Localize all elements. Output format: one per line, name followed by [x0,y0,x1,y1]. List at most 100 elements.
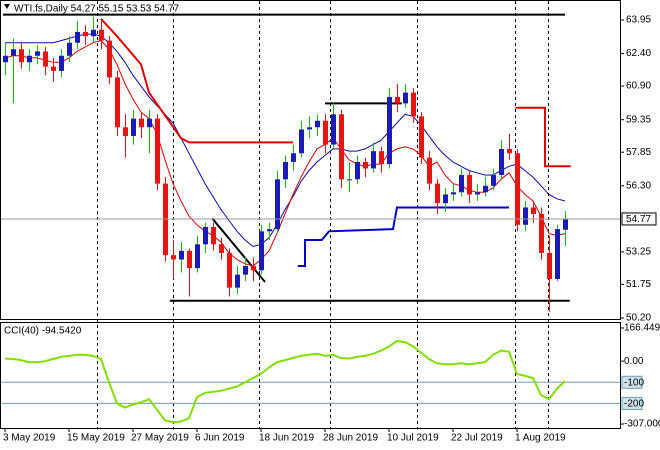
candle-body [123,127,128,136]
candle-body [155,118,160,184]
candle-body [99,29,104,41]
candle-body [243,265,248,275]
chart-title: WTI.fs,Daily 54.27 55.15 53.53 54.77 [14,4,180,15]
candle-body [419,116,424,158]
cci-panel [0,322,621,429]
y-tick-label: 51.75 [626,279,651,290]
candle-body [19,49,24,63]
y-tick-label: 0.00 [624,356,644,367]
level-label: -100 [624,377,644,388]
candle-body [35,51,40,56]
candle-body [355,161,360,180]
candle-body [435,183,440,204]
candle-body [427,157,432,184]
candle-body [59,55,64,71]
candle-body [459,174,464,193]
y-tick-label: 59.35 [626,114,651,125]
candle-body [235,274,240,288]
candle-body [27,55,32,63]
candle-body [211,226,216,245]
candle-body [195,244,200,269]
candle-body [371,151,376,169]
candle-body [11,49,16,56]
candle-body [515,153,520,225]
candle-body [75,31,80,43]
candle-body [499,148,504,175]
candle-body [491,174,496,186]
candle-body [363,161,368,169]
symbol-icon [4,4,10,9]
candle-body [131,118,136,136]
candle-body [67,42,72,56]
candle-body [83,31,88,37]
x-tick-label: 10 Jul 2019 [387,433,439,444]
candle-body [411,92,416,117]
level-label: -200 [624,399,644,410]
price-label: 54.77 [626,214,651,225]
candle-body [259,231,264,271]
y-tick-label: 60.90 [626,81,651,92]
candle-body [179,250,184,260]
candle-body [467,174,472,195]
candle-body [531,207,536,214]
channel-line [100,18,293,144]
candle-body [443,194,448,204]
candle-body [147,118,152,128]
y-tick-label: 62.40 [626,48,651,59]
candle-body [331,114,336,145]
candle-body [283,161,288,180]
candle-body [299,129,304,154]
x-tick-label: 1 Aug 2019 [515,433,566,444]
level-label-box [621,396,643,410]
cci-plot [1,340,620,424]
candle-body [507,148,512,154]
candle-body [251,265,256,271]
cci-line [4,340,566,424]
price-label-box [621,212,657,226]
y-tick-label: 57.85 [626,147,651,158]
candle-body [339,114,344,180]
candle-body [563,218,568,230]
candle-body [451,192,456,195]
channel-line [297,206,509,267]
x-tick-label: 28 Jun 2019 [323,433,378,444]
candle-body [275,179,280,230]
candle-body [51,66,56,71]
candle-body [291,153,296,162]
candle-body [347,179,352,181]
channel-line [515,106,571,168]
y-tick-label: 50.20 [626,313,651,324]
x-tick-label: 3 May 2019 [3,433,56,444]
candle-body [539,213,544,253]
candle-body [139,118,144,128]
candle-body [43,51,48,67]
level-label-box [621,375,643,389]
candle-body [379,151,384,165]
candle-body [219,244,224,253]
candle-body [187,250,192,269]
moving-average [5,33,566,248]
trendline [211,217,266,283]
candle-body [3,55,8,63]
y-tick-label: 63.95 [626,15,651,26]
candle-body [171,255,176,260]
candle-body [267,229,272,232]
candle-body [115,77,120,128]
candle-body [387,96,392,165]
x-tick-label: 22 Jul 2019 [451,433,503,444]
x-tick-label: 27 May 2019 [131,433,189,444]
candle-body [483,185,488,193]
indicator-title: CCI(40) -94.5420 [4,326,82,337]
x-tick-label: 18 Jun 2019 [259,433,314,444]
candle-body [323,120,328,145]
candle-body [203,226,208,245]
x-tick-label: 15 May 2019 [67,433,125,444]
y-tick-label: -307.0000 [624,419,660,430]
y-tick-label: 166.4497 [624,323,660,334]
main-plot [1,13,620,312]
candle-body [315,120,320,128]
axes: 63.95 62.40 60.90 59.35 57.85 56.30 53.25 51.75… [3,15,660,444]
candle-body [107,40,112,78]
candle-body [307,127,312,130]
